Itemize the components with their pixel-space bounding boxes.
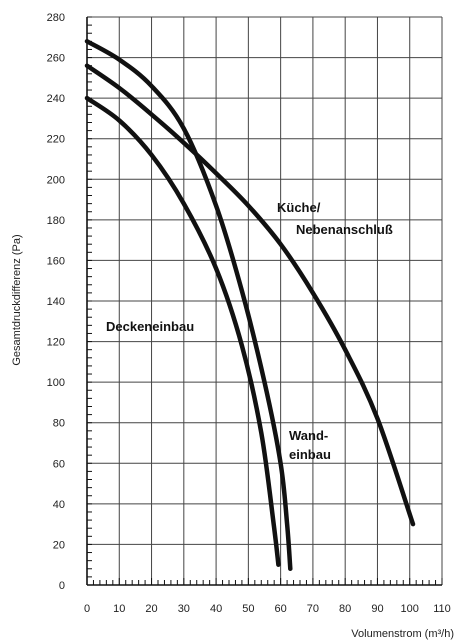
y-tick-label: 260 (47, 53, 65, 65)
y-tick-label: 280 (47, 12, 65, 24)
chart-axes (86, 16, 443, 586)
x-tick-label: 90 (371, 603, 383, 615)
x-tick-label: 0 (84, 603, 90, 615)
y-tick-label: 80 (53, 418, 65, 430)
x-axis-title: Volumenstrom (m³/h) (351, 628, 454, 640)
series-label-wandeinbau: einbau (289, 447, 331, 462)
y-tick-label: 40 (53, 499, 65, 511)
x-tick-label: 50 (242, 603, 254, 615)
series-label-k-che-nebenanschlu: Küche/ (277, 200, 321, 215)
x-tick-label: 70 (307, 603, 319, 615)
y-tick-label: 240 (47, 93, 65, 105)
series-label-deckeneinbau: Deckeneinbau (106, 319, 194, 334)
y-axis-title: Gesamtdruckdifferenz (Pa) (11, 234, 23, 365)
series-label-k-che-nebenanschlu: Nebenanschluß (296, 222, 393, 237)
x-tick-label: 60 (275, 603, 287, 615)
y-tick-label: 60 (53, 458, 65, 470)
x-tick-label: 100 (401, 603, 419, 615)
x-tick-labels: 0 10 20 30 40 50 60 70 80 90 100 110 (84, 603, 451, 615)
y-tick-labels: 0 20 40 60 80 100 120 140 160 180 200 220 240 260 280 (47, 12, 65, 592)
chart-series (84, 39, 416, 572)
x-tick-label: 10 (113, 603, 125, 615)
y-tick-label: 0 (59, 580, 65, 592)
series-line-wandeinbau (84, 39, 293, 572)
y-tick-label: 120 (47, 337, 65, 349)
y-tick-label: 220 (47, 134, 65, 146)
y-tick-label: 200 (47, 174, 65, 186)
y-tick-label: 20 (53, 539, 65, 551)
y-tick-label: 100 (47, 377, 65, 389)
series-line-k-che-nebenanschlu (84, 63, 416, 527)
y-tick-label: 180 (47, 215, 65, 227)
series-labels: Deckeneinbau Wand-einbau Küche/Nebenanschl… (106, 200, 393, 462)
series-line-deckeneinbau (84, 95, 281, 567)
x-tick-label: 20 (145, 603, 157, 615)
x-tick-label: 80 (339, 603, 351, 615)
y-tick-label: 160 (47, 255, 65, 267)
x-tick-label: 40 (210, 603, 222, 615)
x-tick-label: 110 (433, 603, 451, 615)
y-tick-label: 140 (47, 296, 65, 308)
x-tick-label: 30 (178, 603, 190, 615)
series-label-wandeinbau: Wand- (289, 428, 328, 443)
